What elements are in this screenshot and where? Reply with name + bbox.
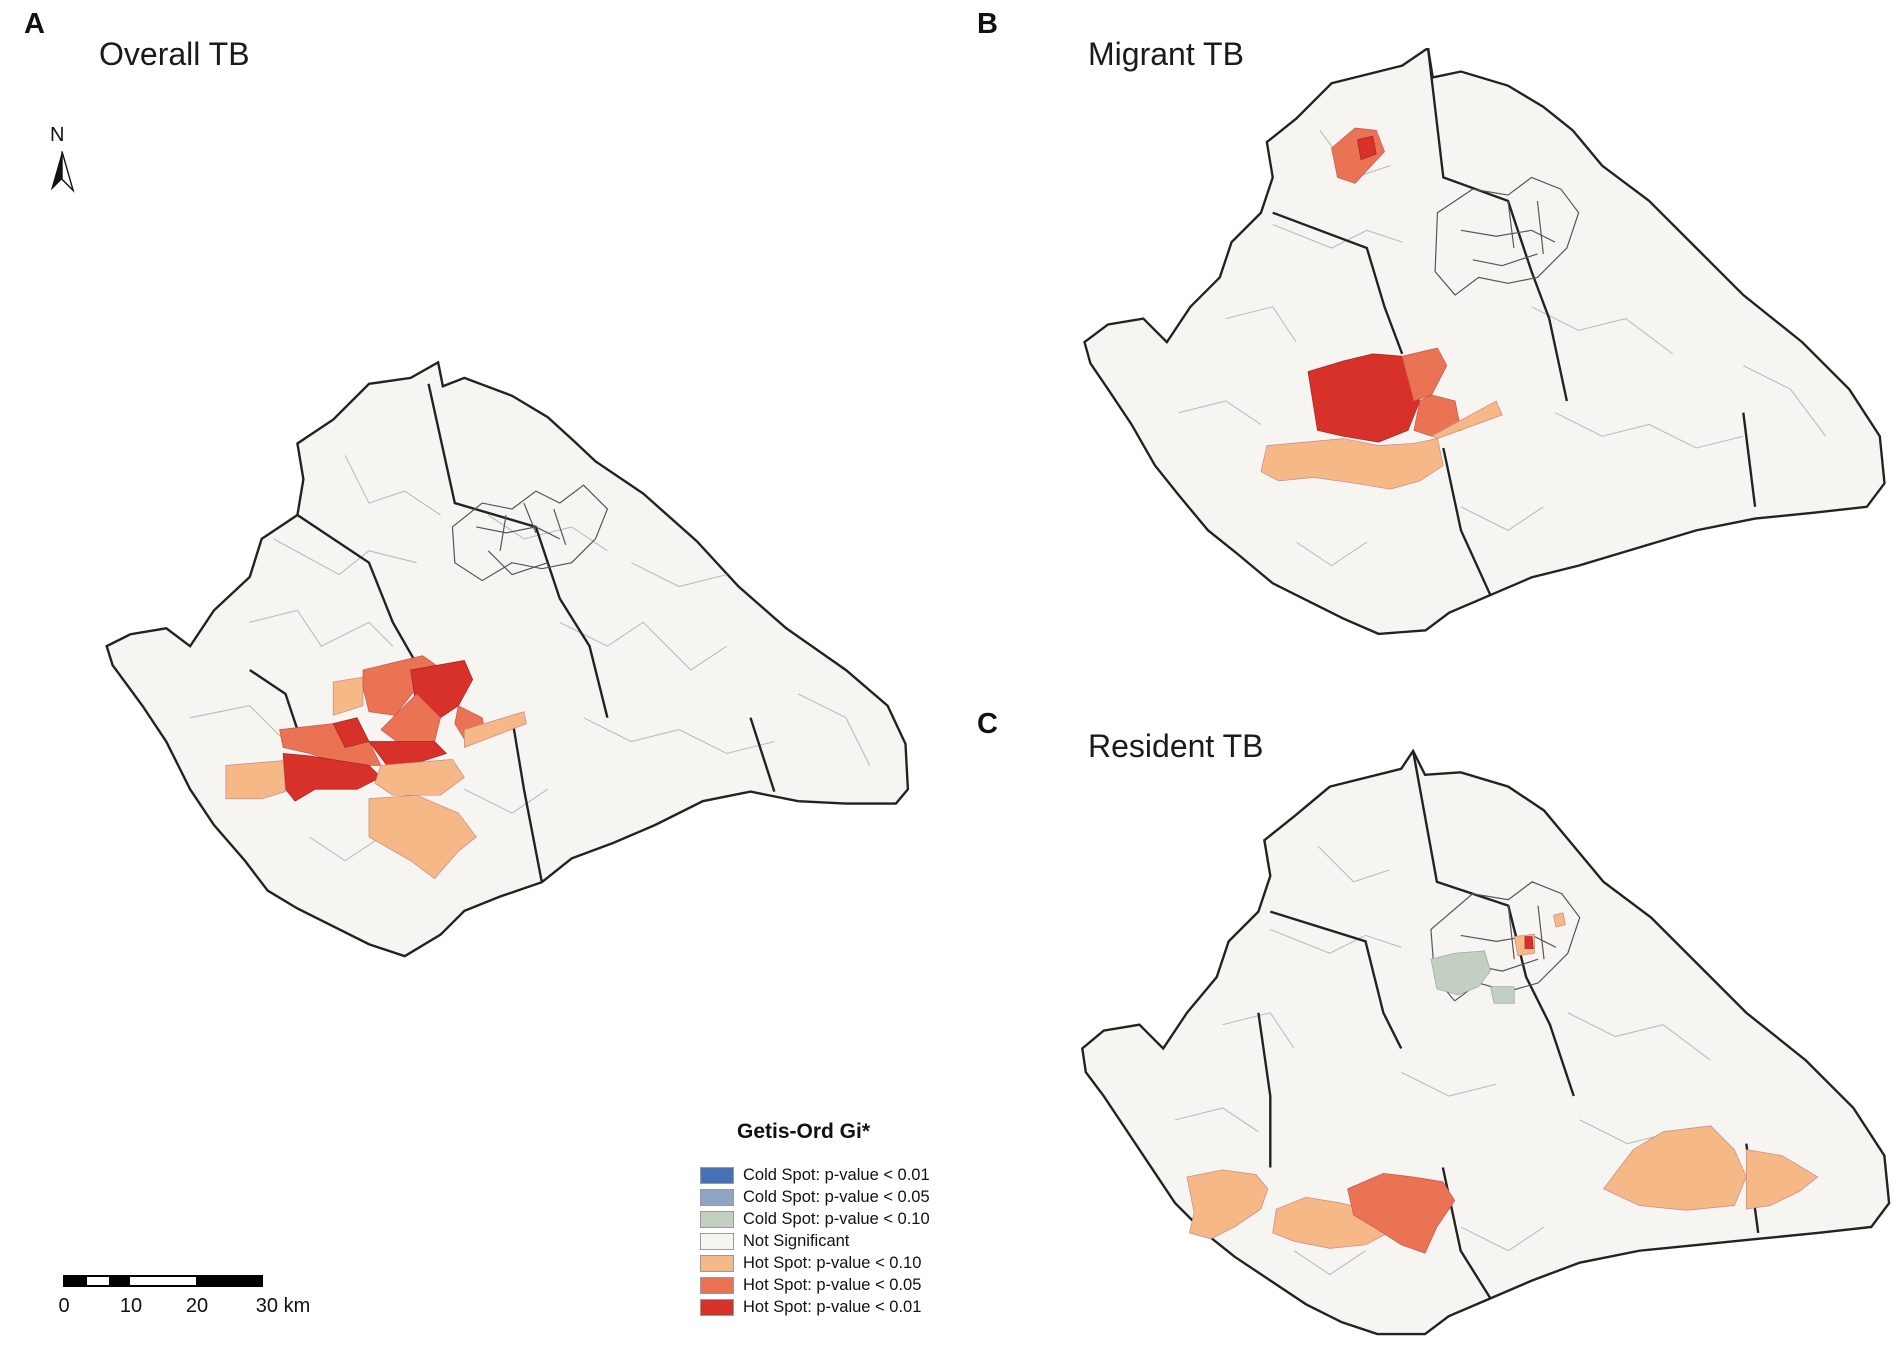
legend-label: Hot Spot: p-value < 0.05: [743, 1275, 922, 1294]
scale-tick-label: 30 km: [255, 1295, 311, 1317]
north-arrow-icon: [50, 151, 75, 193]
hotspot-cluster-c-south: [1186, 1125, 1819, 1254]
legend-swatch: [700, 1298, 734, 1316]
panel-label-c: C: [977, 708, 998, 740]
legend-label: Cold Spot: p-value < 0.10: [743, 1209, 930, 1228]
legend-label: Hot Spot: p-value < 0.10: [743, 1253, 922, 1272]
legend-item: Hot Spot: p-value < 0.05: [700, 1274, 1000, 1296]
legend-swatch: [700, 1210, 734, 1228]
north-arrow-label: N: [50, 124, 65, 146]
legend-swatch: [700, 1166, 734, 1184]
region-outline: [1081, 748, 1891, 1336]
legend-item: Cold Spot: p-value < 0.05: [700, 1186, 1000, 1208]
hotspot-cluster-b-south: [1260, 347, 1503, 490]
hotspot-cluster-b-north: [1331, 127, 1385, 184]
panel-title-c: Resident TB: [1088, 728, 1264, 764]
legend-swatch: [700, 1232, 734, 1250]
scale-bar: [63, 1275, 263, 1287]
legend-label: Cold Spot: p-value < 0.01: [743, 1165, 930, 1184]
map-b-content: [1083, 48, 1886, 636]
legend-swatch: [700, 1188, 734, 1206]
region-outline: [105, 360, 910, 958]
legend-swatch: [700, 1276, 734, 1294]
legend: Getis-Ord Gi* Cold Spot: p-value < 0.01 …: [700, 1120, 1000, 1318]
legend-label: Not Significant: [743, 1231, 850, 1250]
legend-item: Hot Spot: p-value < 0.01: [700, 1296, 1000, 1318]
panel-title-b: Migrant TB: [1088, 36, 1244, 72]
scale-tick-label: 20: [185, 1295, 209, 1317]
map-a-content: [105, 360, 910, 958]
hotspot-cluster-c-center: [1513, 912, 1566, 957]
legend-item: Cold Spot: p-value < 0.01: [700, 1164, 1000, 1186]
legend-item: Not Significant: [700, 1230, 1000, 1252]
panel-label-b: B: [977, 8, 998, 40]
panel-label-a: A: [24, 8, 45, 40]
coldspot-cluster-c: [1430, 950, 1515, 1004]
legend-item: Hot Spot: p-value < 0.10: [700, 1252, 1000, 1274]
map-panel-c: [1081, 748, 1891, 1336]
legend-item: Cold Spot: p-value < 0.10: [700, 1208, 1000, 1230]
map-panel-b: [1083, 48, 1886, 636]
legend-title: Getis-Ord Gi*: [737, 1120, 871, 1143]
map-panel-a: [105, 360, 910, 958]
map-c-content: [1081, 748, 1891, 1336]
scale-tick-label: 10: [119, 1295, 143, 1317]
region-outline: [1083, 48, 1886, 636]
legend-swatch: [700, 1254, 734, 1272]
legend-label: Cold Spot: p-value < 0.05: [743, 1187, 930, 1206]
hotspot-cluster-a: [225, 655, 527, 880]
panel-title-a: Overall TB: [99, 36, 250, 72]
scale-tick-label: 0: [58, 1295, 70, 1317]
legend-label: Hot Spot: p-value < 0.01: [743, 1297, 922, 1316]
